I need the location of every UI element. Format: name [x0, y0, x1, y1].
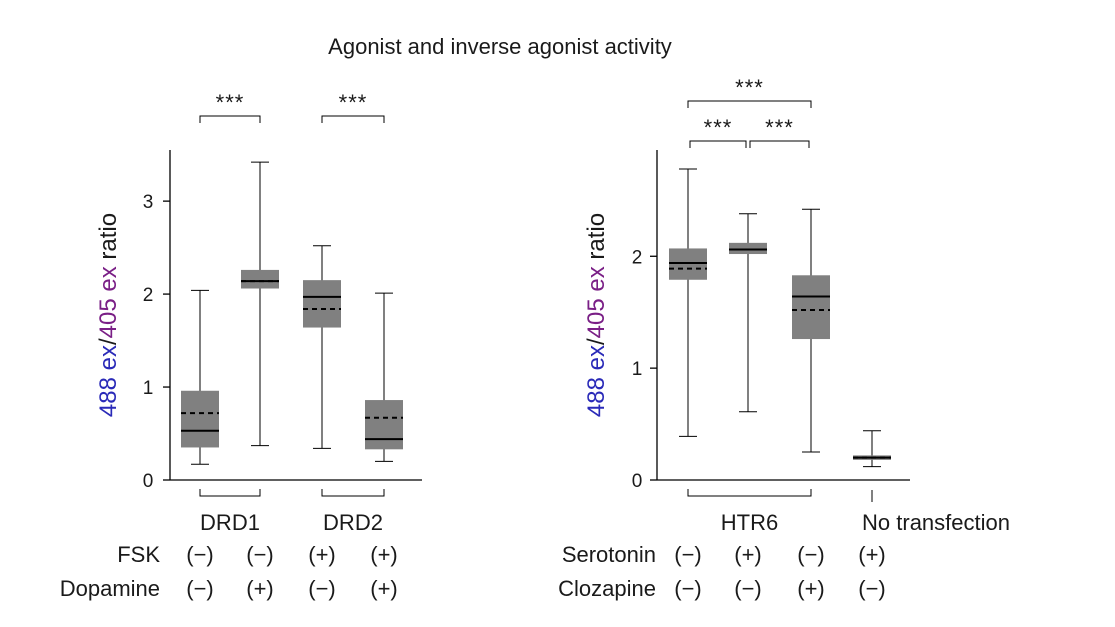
right-y-tick-label: 2 — [632, 247, 643, 268]
left-box — [303, 280, 341, 328]
left-condition-value: (−) — [308, 576, 336, 601]
left-ylabel-part1: 488 ex — [95, 345, 122, 417]
left-box — [241, 269, 279, 289]
right-ylabel-part2: 405 ex — [583, 266, 610, 338]
right-significance-stars: *** — [704, 115, 733, 140]
right-significance-stars: *** — [765, 115, 794, 140]
left-ylabel-slash: / — [95, 338, 122, 345]
right-condition-value: (−) — [797, 542, 825, 567]
left-y-tick-label: 2 — [143, 285, 154, 306]
right-condition-value: (+) — [797, 576, 825, 601]
right-condition-value: (−) — [674, 576, 702, 601]
right-ylabel-text: 488 ex/405 ex ratio — [583, 213, 610, 417]
right-condition-value: (−) — [674, 542, 702, 567]
right-significance-bracket — [749, 140, 810, 148]
right-condition-value: (+) — [858, 542, 886, 567]
right-group-bracket — [687, 489, 812, 497]
right-condition-label: Clozapine — [558, 576, 656, 601]
left-ylabel-part2: 405 ex — [95, 266, 122, 338]
left-condition-value: (−) — [246, 542, 274, 567]
left-y-tick-label: 1 — [143, 378, 154, 399]
left-significance-bracket — [199, 115, 261, 123]
left-condition-value: (+) — [246, 576, 274, 601]
right-condition-value: (−) — [858, 576, 886, 601]
right-y-tick-label: 1 — [632, 359, 643, 380]
left-significance-bracket — [321, 115, 385, 123]
figure-title: Agonist and inverse agonist activity — [328, 34, 672, 59]
right-ylabel-part1: 488 ex — [583, 345, 610, 417]
right-group-label: No transfection — [862, 510, 1010, 535]
left-ylabel-part3: ratio — [95, 213, 122, 266]
left-significance-stars: *** — [216, 90, 245, 115]
left-ylabel-text: 488 ex/405 ex ratio — [95, 213, 122, 417]
right-condition-value: (+) — [734, 542, 762, 567]
right-ylabel-part3: ratio — [583, 213, 610, 266]
right-significance-bracket — [689, 140, 747, 148]
left-condition-label: Dopamine — [60, 576, 160, 601]
right-group-label: HTR6 — [721, 510, 778, 535]
left-condition-value: (+) — [308, 542, 336, 567]
left-ylabel: 488 ex/405 ex ratio — [95, 213, 122, 417]
right-panel: 012*** ******HTR6 No transfectionSerotonin… — [558, 75, 1010, 601]
right-box — [729, 242, 767, 255]
right-significance-bracket — [687, 100, 812, 108]
left-box — [181, 390, 219, 448]
right-significance-stars: *** — [735, 75, 764, 100]
left-group-bracket — [199, 489, 261, 497]
left-y-tick-label: 0 — [143, 471, 154, 492]
right-condition-value: (−) — [734, 576, 762, 601]
right-ylabel-slash: / — [583, 338, 610, 345]
left-condition-label: FSK — [117, 542, 160, 567]
right-box — [792, 275, 830, 340]
left-panel: 0 1 2 3 *** *** DRD1 DRD2 FSK (−) (−) (+) (+) Dopamin… — [60, 90, 422, 601]
left-significance-stars: *** — [339, 90, 368, 115]
left-box — [365, 400, 403, 450]
left-condition-value: (+) — [370, 576, 398, 601]
right-condition-label: Serotonin — [562, 542, 656, 567]
right-y-tick-label: 0 — [632, 471, 643, 492]
left-condition-value: (+) — [370, 542, 398, 567]
right-box — [669, 248, 707, 280]
left-group-bracket — [321, 489, 385, 497]
left-group-label: DRD1 — [200, 510, 260, 535]
left-condition-value: (−) — [186, 542, 214, 567]
left-condition-value: (−) — [186, 576, 214, 601]
left-y-tick-label: 3 — [143, 192, 154, 213]
left-group-label: DRD2 — [323, 510, 383, 535]
right-ylabel: 488 ex/405 ex ratio — [583, 213, 610, 417]
